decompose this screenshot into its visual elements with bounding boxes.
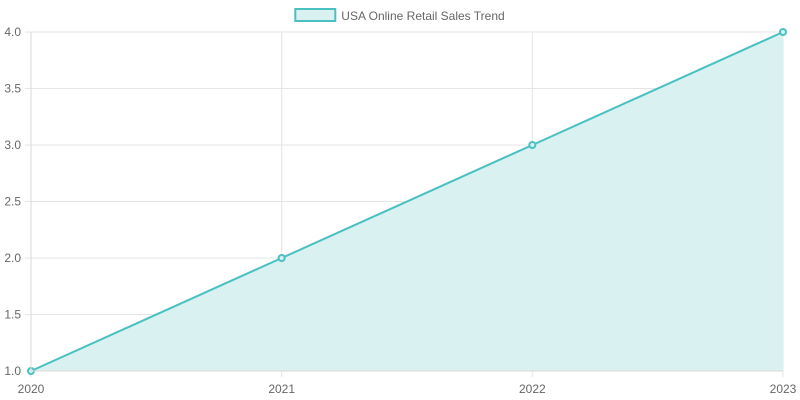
x-tick-label: 2020 (18, 382, 45, 396)
series-line (30, 31, 784, 372)
x-tick-label: 2023 (770, 382, 797, 396)
legend-swatch[interactable] (294, 8, 337, 22)
legend-label[interactable]: USA Online Retail Sales Trend (341, 9, 504, 23)
y-tick-label: 2.5 (4, 195, 21, 209)
y-tick-label: 3.5 (4, 82, 21, 96)
legend[interactable]: USA Online Retail Sales Trend (294, 8, 505, 23)
data-point[interactable] (277, 254, 286, 262)
data-point[interactable] (779, 28, 787, 36)
x-tick-label: 2022 (519, 382, 546, 396)
line-layer (30, 31, 784, 372)
x-tick-label: 2021 (268, 382, 295, 396)
y-tick-label: 4.0 (4, 25, 21, 39)
y-tick-label: 1.5 (4, 308, 21, 322)
axis-layer: 1.0 1.5 2.0 2.5 3.0 3.5 4.0 2020 2021 2022 2023 (4, 25, 796, 396)
data-point[interactable] (528, 141, 537, 149)
y-tick-label: 2.0 (4, 251, 21, 265)
y-tick-label: 1.0 (4, 364, 21, 378)
y-tick-label: 3.0 (4, 138, 21, 152)
